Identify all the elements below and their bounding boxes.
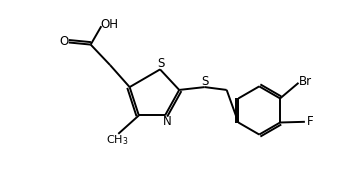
Text: O: O — [59, 35, 69, 48]
Text: S: S — [157, 57, 165, 70]
Text: N: N — [163, 115, 172, 128]
Text: F: F — [307, 115, 313, 128]
Text: Br: Br — [299, 75, 312, 88]
Text: CH$_3$: CH$_3$ — [106, 133, 128, 147]
Text: S: S — [202, 75, 209, 88]
Text: OH: OH — [101, 17, 119, 31]
